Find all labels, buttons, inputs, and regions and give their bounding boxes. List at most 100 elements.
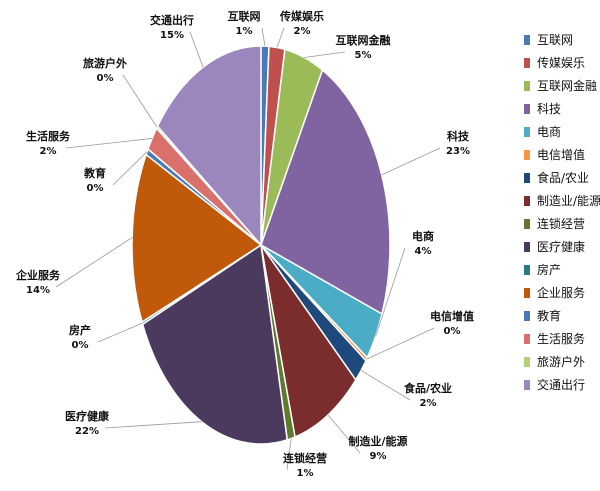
legend-item: 生活服务 [524,327,596,350]
legend-swatch [524,80,530,91]
slice-label: 电信增值 [430,309,474,323]
slice-label: 制造业/能源 [348,434,407,448]
slice-percent-label: 2% [40,146,57,157]
legend-item: 科技 [524,97,596,120]
slice-percent-label: 9% [370,451,387,462]
leader-line [375,247,406,337]
slice-label: 企业服务 [15,268,61,282]
slice-label: 教育 [83,166,106,180]
slice-label: 生活服务 [26,129,71,143]
pie-slice [260,68,391,316]
leader-line [65,138,153,149]
leader-line [327,414,361,454]
leader-line [366,327,435,360]
slice-label: 电商 [412,229,434,243]
legend-item: 电信增值 [524,143,596,166]
slice-label: 互联网 [228,9,261,23]
legend-item: 医疗健康 [524,235,596,258]
slice-label: 旅游户外 [83,56,127,70]
leader-line [97,322,143,343]
legend: 互联网传媒娱乐互联网金融科技电商电信增值食品/农业制造业/能源 连锁经营医疗健康房… [524,28,600,396]
legend-swatch [524,356,530,367]
legend-swatch [524,333,530,344]
legend-item: 连锁经营 [524,212,596,235]
legend-item: 电商 [524,120,596,143]
legend-item: 教育 [524,304,596,327]
legend-swatch [524,218,530,229]
slice-label: 互联网金融 [336,33,391,47]
legend-label: 食品/农业 [537,171,590,185]
leader-line [360,370,411,401]
slice-percent-label: 14% [26,285,50,296]
legend-swatch [524,310,530,321]
legend-item: 制造业/能源 [524,189,600,212]
slice-percent-label: 1% [297,468,314,479]
slice-percent-label: 15% [160,30,184,41]
pie-chart: 互联网 1% 传媒娱乐 2% 互联网金融 5% 科技 23% 电商 4% 电信增值 0% 食品/农业 2%… [15,9,474,479]
leader-line [55,237,133,288]
legend-swatch [524,195,530,206]
legend-item: 传媒娱乐 [524,51,596,74]
slice-percent-label: 0% [444,326,461,337]
legend-swatch [524,172,530,183]
slice-label: 房产 [69,323,91,337]
legend-swatch [524,379,530,390]
legend-swatch [524,57,530,68]
slice-percent-label: 1% [236,26,253,37]
slice-label: 交通出行 [150,13,194,27]
slice-label: 医疗健康 [65,409,110,423]
legend-label: 互联网 [537,33,574,47]
slice-percent-label: 5% [355,50,372,61]
legend-swatch [524,103,530,114]
legend-label: 连锁经营 [537,217,586,231]
slice-percent-label: 0% [72,340,89,351]
pie-slice [260,244,357,439]
legend-label: 医疗健康 [537,240,586,254]
legend-label: 教育 [537,309,562,323]
legend-label: 电商 [537,125,562,139]
slice-percent-label: 0% [87,183,104,194]
leader-line [261,27,266,47]
leader-line [286,438,292,471]
legend-item: 食品/农业 [524,166,596,189]
legend-label: 生活服务 [537,332,586,346]
legend-item: 企业服务 [524,281,596,304]
legend-label: 传媒娱乐 [537,56,586,70]
slice-label: 食品/农业 [404,381,452,395]
slice-label: 科技 [447,129,470,143]
legend-label: 科技 [537,102,562,116]
legend-swatch [524,149,530,160]
legend-item: 互联网金融 [524,74,597,97]
slice-label: 传媒娱乐 [279,9,324,23]
leader-line [381,147,441,176]
leader-line [189,31,204,68]
leader-line [304,51,346,58]
legend-label: 制造业/能源 [537,194,600,208]
legend-label: 房产 [537,263,562,277]
slice-percent-label: 23% [446,146,470,157]
leader-line [122,74,158,128]
legend-item: 交通出行 [524,373,596,396]
pie-slice [141,243,289,445]
legend-label: 企业服务 [537,286,586,300]
legend-item: 房产 [524,258,596,281]
legend-label: 交通出行 [537,378,586,392]
slice-percent-label: 22% [75,426,99,437]
pie-slice [131,153,263,324]
legend-swatch [524,34,530,45]
legend-swatch [524,287,530,298]
pie-slice [156,45,262,248]
leader-line [276,27,285,48]
legend-item: 旅游户外 [524,350,596,373]
legend-swatch [524,241,530,252]
slice-percent-label: 2% [294,26,311,37]
legend-swatch [524,126,530,137]
legend-swatch [524,264,530,275]
slice-label: 连锁经营 [283,451,327,465]
slice-percent-label: 0% [97,73,114,84]
leader-line [104,421,202,429]
legend-item: 互联网 [524,28,596,51]
legend-label: 电信增值 [537,148,586,162]
slice-percent-label: 2% [420,398,437,409]
